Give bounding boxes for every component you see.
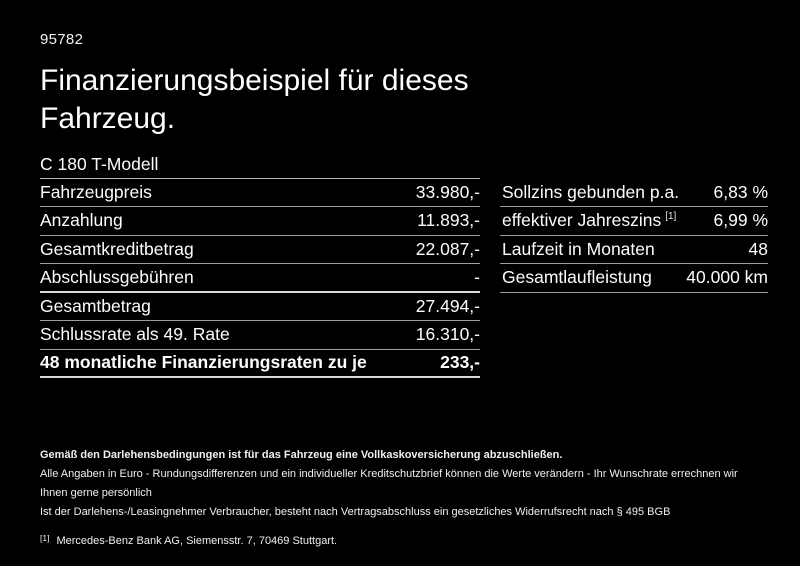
- footnote-bank: [1] Mercedes-Benz Bank AG, Siemensstr. 7,…: [40, 529, 768, 551]
- table-row-gesamtlaufleistung: Gesamtlaufleistung 40.000 km: [500, 264, 768, 293]
- row-value: 48: [748, 238, 768, 259]
- footnote-marker: [1]: [665, 211, 677, 223]
- table-row-laufzeit: Laufzeit in Monaten 48: [500, 236, 768, 264]
- footnote-text: Mercedes-Benz Bank AG, Siemensstr. 7, 70…: [56, 535, 338, 547]
- row-label: Laufzeit in Monaten: [502, 238, 655, 259]
- row-label: Anzahlung: [40, 210, 123, 231]
- finance-table-left: C 180 T-Modell Fahrzeugpreis 33.980,- An…: [40, 152, 480, 378]
- row-value: 22.087,-: [415, 238, 480, 259]
- row-label: Gesamtlaufleistung: [502, 267, 652, 288]
- row-value: 16.310,-: [415, 324, 480, 345]
- disclaimer-footer: Gemäß den Darlehensbedingungen ist für d…: [40, 446, 768, 551]
- row-value: 27.494,-: [415, 295, 480, 316]
- row-value: -: [474, 266, 480, 287]
- row-value: 233,-: [440, 352, 480, 373]
- disclaimer-euro: Alle Angaben in Euro - Rundungsdifferenz…: [40, 468, 738, 499]
- disclaimer-widerruf: Ist der Darlehens-/Leasingnehmer Verbrau…: [40, 506, 671, 518]
- finance-tables: C 180 T-Modell Fahrzeugpreis 33.980,- An…: [40, 152, 768, 378]
- finance-table-right: Sollzins gebunden p.a. 6,83 % effektiver…: [500, 179, 768, 293]
- row-label-text: effektiver Jahreszins: [502, 210, 662, 231]
- row-label: 48 monatliche Finanzierungsraten zu je: [40, 352, 367, 373]
- table-row-anzahlung: Anzahlung 11.893,-: [40, 207, 480, 236]
- disclaimer-insurance: Gemäß den Darlehensbedingungen ist für d…: [40, 449, 563, 461]
- footnote-marker: [1]: [40, 533, 50, 543]
- table-row-sollzins: Sollzins gebunden p.a. 6,83 %: [500, 179, 768, 207]
- row-value: 6,83 %: [713, 181, 768, 202]
- row-value: 33.980,-: [415, 181, 480, 202]
- row-label: effektiver Jahreszins [1]: [502, 210, 676, 231]
- row-value: 6,99 %: [713, 210, 768, 231]
- document-number: 95782: [40, 31, 84, 48]
- table-row-gesamtbetrag: Gesamtbetrag 27.494,-: [40, 293, 480, 321]
- row-label: Gesamtkreditbetrag: [40, 238, 194, 259]
- page-title: Finanzierungsbeispiel für dieses Fahrzeu…: [40, 64, 469, 135]
- row-value: 40.000 km: [686, 267, 768, 288]
- table-row-abschlussgebuehren: Abschlussgebühren -: [40, 264, 480, 293]
- table-row-fahrzeugpreis: Fahrzeugpreis 33.980,-: [40, 179, 480, 207]
- table-row-schlussrate: Schlussrate als 49. Rate 16.310,-: [40, 321, 480, 350]
- table-row-monatsrate: 48 monatliche Finanzierungsraten zu je 2…: [40, 350, 480, 378]
- row-label: Fahrzeugpreis: [40, 181, 152, 202]
- table-row-effektiver-jahreszins: effektiver Jahreszins [1] 6,99 %: [500, 207, 768, 236]
- row-label: Sollzins gebunden p.a.: [502, 181, 680, 202]
- vehicle-model-label: C 180 T-Modell: [40, 154, 159, 175]
- row-label: Gesamtbetrag: [40, 295, 151, 316]
- row-value: 11.893,-: [417, 210, 480, 231]
- table-row-gesamtkreditbetrag: Gesamtkreditbetrag 22.087,-: [40, 236, 480, 264]
- row-label: Abschlussgebühren: [40, 266, 194, 287]
- vehicle-model: C 180 T-Modell: [40, 152, 480, 179]
- row-label: Schlussrate als 49. Rate: [40, 324, 230, 345]
